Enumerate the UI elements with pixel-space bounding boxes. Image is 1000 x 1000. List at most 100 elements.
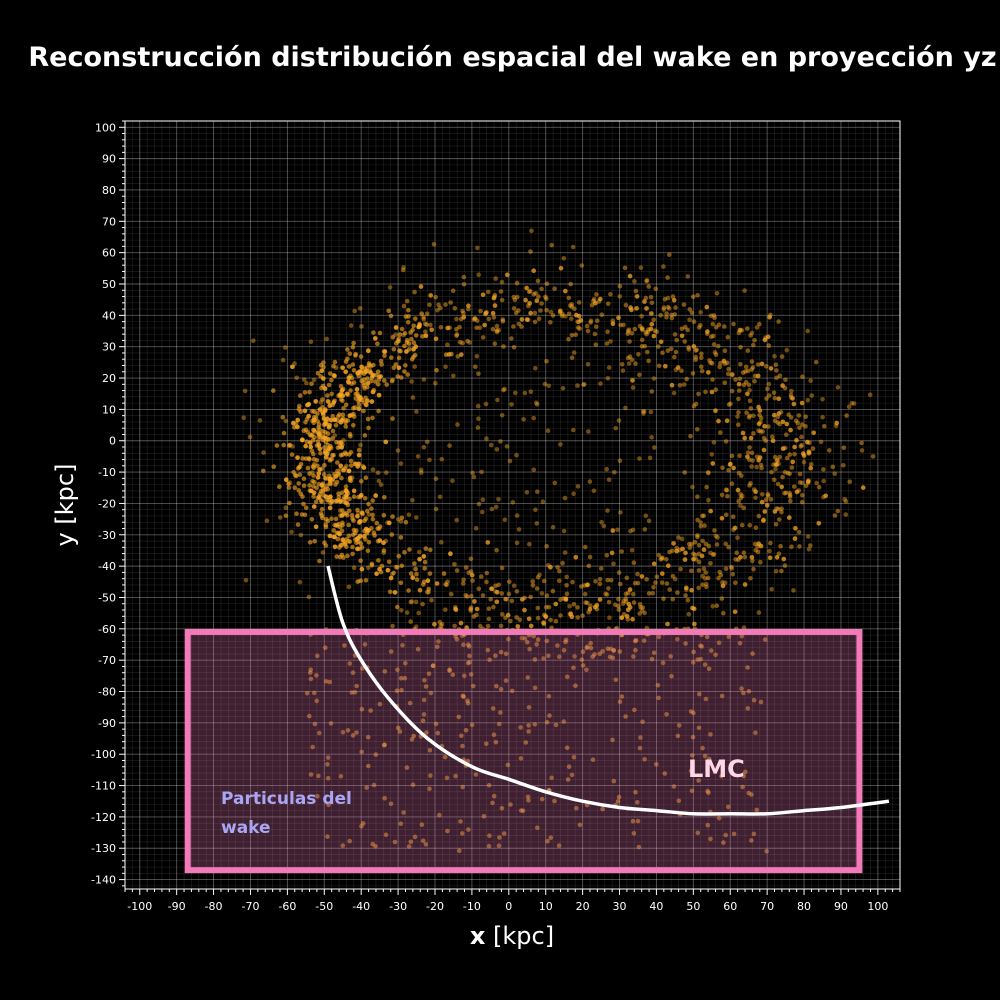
- scatter-point: [427, 786, 432, 792]
- scatter-point: [713, 533, 719, 539]
- scatter-point: [323, 522, 329, 527]
- scatter-point: [779, 568, 784, 574]
- scatter-point: [511, 583, 517, 588]
- scatter-point: [787, 492, 793, 498]
- scatter-point: [313, 399, 319, 404]
- scatter-point: [748, 333, 753, 338]
- scatter-point: [642, 299, 647, 304]
- scatter-point: [400, 643, 405, 648]
- scatter-point: [627, 339, 632, 344]
- scatter-point: [452, 562, 457, 567]
- scatter-point: [403, 363, 408, 368]
- scatter-point: [691, 606, 697, 612]
- scatter-point: [354, 683, 359, 689]
- scatter-point: [673, 305, 678, 310]
- scatter-point: [427, 302, 432, 308]
- scatter-point: [750, 458, 755, 463]
- lmc-annotation: LMC: [688, 755, 745, 783]
- scatter-point: [690, 753, 695, 758]
- scatter-point: [350, 551, 355, 557]
- scatter-point: [389, 355, 394, 360]
- scatter-point: [548, 835, 554, 840]
- scatter-point: [322, 445, 327, 450]
- scatter-point: [346, 380, 352, 385]
- scatter-point: [751, 697, 757, 703]
- scatter-point: [431, 242, 437, 247]
- scatter-point: [328, 500, 334, 506]
- scatter-point: [571, 427, 576, 433]
- scatter-point: [558, 308, 563, 314]
- scatter-point: [257, 418, 263, 423]
- scatter-point: [654, 762, 659, 767]
- scatter-point: [651, 376, 657, 381]
- y-tick-label: -30: [98, 529, 116, 542]
- scatter-point: [535, 489, 540, 495]
- scatter-point: [522, 607, 527, 613]
- scatter-point: [588, 320, 593, 325]
- scatter-point: [780, 446, 786, 451]
- scatter-point: [461, 274, 467, 280]
- scatter-point: [460, 784, 466, 790]
- scatter-point: [805, 397, 811, 403]
- scatter-point: [587, 554, 593, 560]
- scatter-point: [261, 450, 266, 455]
- scatter-point: [486, 606, 492, 611]
- scatter-point: [739, 633, 745, 639]
- scatter-point: [323, 645, 328, 650]
- scatter-point: [606, 586, 611, 591]
- scatter-point: [652, 445, 657, 450]
- scatter-point: [401, 265, 406, 270]
- scatter-point: [798, 444, 804, 449]
- scatter-point: [833, 423, 839, 429]
- scatter-point: [726, 468, 731, 473]
- scatter-point: [523, 740, 529, 745]
- scatter-point: [643, 295, 649, 301]
- scatter-point: [674, 337, 679, 343]
- scatter-point: [842, 497, 847, 502]
- scatter-point: [597, 651, 603, 657]
- scatter-point: [650, 591, 656, 596]
- scatter-point: [393, 362, 399, 367]
- scatter-point: [335, 460, 340, 465]
- scatter-point: [611, 648, 616, 653]
- scatter-point: [546, 653, 551, 659]
- scatter-point: [550, 588, 556, 594]
- scatter-point: [356, 394, 361, 399]
- scatter-point: [575, 605, 580, 610]
- scatter-point: [569, 332, 575, 338]
- scatter-point: [331, 453, 336, 458]
- scatter-point: [633, 647, 638, 653]
- scatter-point: [366, 348, 371, 354]
- scatter-point: [344, 537, 350, 542]
- scatter-point: [366, 362, 372, 368]
- scatter-point: [741, 550, 747, 555]
- scatter-point: [648, 409, 654, 415]
- scatter-point: [299, 512, 305, 517]
- scatter-point: [682, 339, 687, 344]
- scatter-point: [421, 712, 427, 717]
- scatter-point: [634, 305, 640, 311]
- scatter-point: [630, 818, 636, 824]
- scatter-point: [390, 334, 396, 340]
- scatter-point: [709, 452, 715, 457]
- y-tick-label: 60: [102, 247, 116, 260]
- scatter-point: [764, 848, 769, 854]
- scatter-point: [346, 364, 352, 369]
- scatter-point: [423, 546, 429, 551]
- scatter-point: [454, 327, 459, 332]
- scatter-point: [341, 405, 346, 411]
- scatter-point: [509, 688, 515, 694]
- scatter-point: [689, 542, 694, 547]
- scatter-point: [637, 602, 643, 607]
- scatter-point: [363, 475, 369, 481]
- scatter-point: [277, 484, 282, 490]
- scatter-point: [325, 416, 330, 422]
- scatter-point: [690, 660, 696, 665]
- scatter-point: [315, 475, 321, 480]
- scatter-point: [442, 754, 448, 760]
- scatter-point: [402, 343, 407, 349]
- scatter-point: [351, 423, 356, 428]
- scatter-point: [560, 386, 566, 391]
- scatter-point: [384, 470, 389, 475]
- scatter-point: [465, 338, 470, 344]
